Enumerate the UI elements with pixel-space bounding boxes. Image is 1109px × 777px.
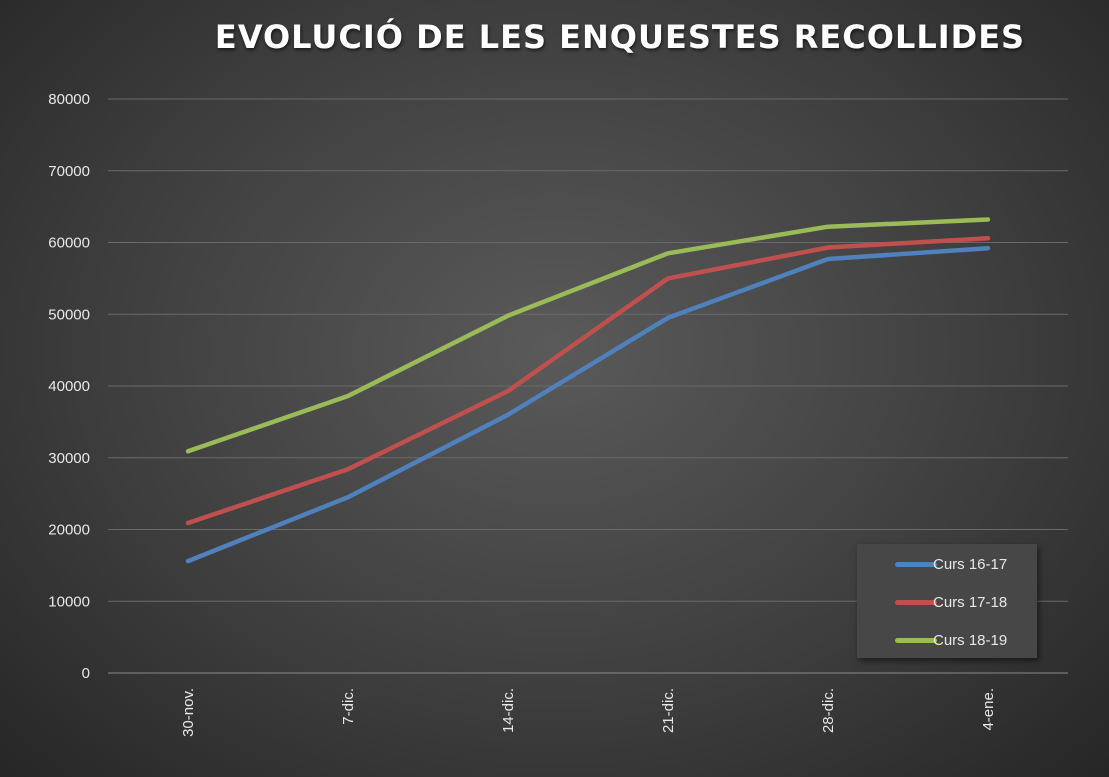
series-line-2 — [185, 235, 991, 526]
y-tick-label: 40000 — [48, 378, 90, 395]
y-tick-label: 0 — [82, 665, 90, 682]
legend-item-series-2: Curs 17-18 — [895, 592, 1007, 612]
legend-label-series-3: Curs 18-19 — [933, 631, 1008, 649]
series-line-1 — [185, 245, 991, 564]
legend-swatch-series-3 — [895, 637, 937, 643]
x-tick-label: 14-dic. — [500, 688, 517, 733]
y-tick-label: 70000 — [48, 163, 90, 180]
legend-item-series-1: Curs 16-17 — [895, 554, 1007, 574]
legend-label-series-2: Curs 17-18 — [933, 593, 1008, 611]
legend-label-series-1: Curs 16-17 — [933, 555, 1008, 573]
x-tick-label: 30-nov. — [180, 688, 197, 737]
x-tick-label: 4-ene. — [980, 688, 997, 731]
y-tick-label: 10000 — [48, 593, 90, 610]
y-tick-label: 50000 — [48, 306, 90, 323]
x-axis-ticks: 30-nov. 7-dic. 14-dic. 21-dic. 28-dic. 4-ene. — [180, 688, 997, 737]
series-lines — [185, 217, 991, 564]
y-tick-label: 60000 — [48, 235, 90, 252]
legend-swatch-series-2 — [895, 599, 937, 605]
x-tick-label: 28-dic. — [820, 688, 837, 733]
x-tick-label: 21-dic. — [660, 688, 677, 733]
y-axis-ticks: 0 10000 20000 30000 40000 50000 60000 70000 8000… — [48, 91, 90, 682]
legend-item-series-3: Curs 18-19 — [895, 630, 1007, 650]
series-line-3 — [185, 217, 991, 454]
legend: Curs 16-17 Curs 17-18 Curs 18-19 — [857, 544, 1037, 658]
y-tick-label: 30000 — [48, 450, 90, 467]
y-tick-label: 80000 — [48, 91, 90, 108]
x-tick-label: 7-dic. — [340, 688, 357, 725]
legend-swatch-series-1 — [895, 561, 937, 567]
chart-title: EVOLUCIÓ DE LES ENQUESTES RECOLLIDES — [214, 18, 1026, 56]
y-tick-label: 20000 — [48, 522, 90, 539]
